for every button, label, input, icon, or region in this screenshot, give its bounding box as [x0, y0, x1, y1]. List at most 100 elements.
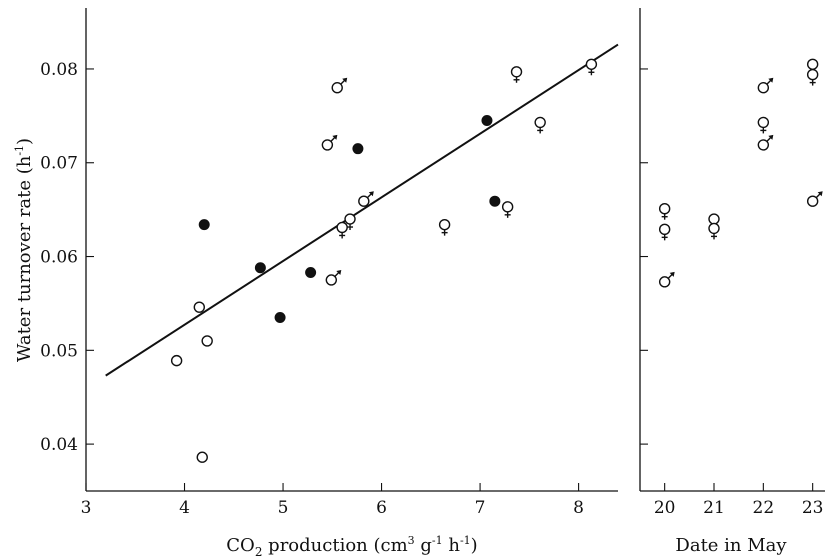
open-circle-marker [757, 82, 770, 94]
filled-circle-marker [198, 219, 210, 231]
data-point-female [757, 116, 770, 134]
data-point-filled [305, 266, 317, 278]
open-circle-marker [344, 213, 356, 225]
data-point-female [336, 221, 348, 239]
data-point-male [358, 191, 374, 207]
data-point-male [321, 134, 338, 151]
open-circle-marker [325, 274, 338, 286]
data-point-filled [198, 219, 210, 231]
open-circle-marker [170, 354, 183, 367]
data-point-open [201, 335, 213, 347]
left-x-tick-label: 5 [278, 498, 289, 518]
male-symbol-arrowhead [669, 271, 675, 277]
data-point-female [438, 218, 451, 236]
open-circle-marker [708, 213, 720, 225]
open-circle-marker [358, 195, 370, 207]
left-y-tick-label: 0.07 [40, 154, 78, 174]
right-x-axis-label: Date in May [675, 535, 787, 556]
data-point-filled [254, 262, 266, 274]
data-point-female [344, 213, 356, 231]
data-point-male [325, 269, 342, 286]
filled-circle-marker [481, 115, 493, 127]
data-point-female [501, 201, 514, 218]
right-panel: 20 21 22 23 [639, 8, 825, 518]
left-x-tick-label: 3 [81, 498, 92, 518]
open-circle-marker [510, 66, 523, 78]
open-circle-marker [658, 223, 671, 236]
open-circle-marker [321, 139, 334, 151]
data-point-female [658, 223, 671, 241]
data-point-female [510, 66, 523, 83]
left-y-tick-label: 0.04 [40, 435, 78, 455]
male-symbol-arrowhead [342, 77, 348, 83]
left-x-tick-label: 4 [179, 498, 190, 518]
open-circle-marker [806, 195, 819, 207]
left-y-tick-label: 0.05 [40, 341, 78, 361]
open-circle-marker [438, 218, 451, 231]
open-circle-marker [806, 68, 819, 81]
open-circle-marker [193, 301, 205, 313]
open-circle-marker [757, 116, 770, 129]
male-symbol-arrowhead [332, 134, 338, 140]
open-circle-marker [201, 335, 213, 347]
right-x-tick-label: 22 [753, 498, 775, 518]
left-x-axis-label: CO2 production (cm3 g-1 h-1) [226, 534, 477, 558]
data-point-open [193, 301, 205, 313]
left-panel: 3 4 5 6 7 8 0.04 0.05 0.06 0.07 0.08 [40, 8, 619, 518]
filled-circle-marker [254, 262, 266, 274]
open-circle-marker [658, 203, 671, 215]
data-point-male [331, 77, 348, 94]
fit-line-group [105, 43, 619, 377]
left-panel-x-ticks: 3 4 5 6 7 8 [81, 483, 584, 518]
open-circle-marker [585, 58, 598, 70]
right-panel-x-ticks: 20 21 22 23 [654, 483, 824, 518]
open-circle-marker [757, 139, 770, 151]
open-circle-marker [196, 451, 208, 463]
male-symbol-arrowhead [817, 191, 823, 197]
right-panel-y-ticks [640, 68, 648, 445]
left-y-tick-label: 0.08 [40, 60, 78, 80]
data-point-male [757, 77, 774, 94]
data-point-filled [274, 311, 286, 323]
male-symbol-arrowhead [768, 77, 774, 83]
left-x-tick-label: 8 [573, 498, 584, 518]
data-point-male [658, 271, 675, 288]
data-point-female [708, 222, 720, 240]
left-x-tick-label: 6 [376, 498, 387, 518]
filled-circle-marker [352, 143, 364, 155]
left-x-tick-label: 7 [475, 498, 486, 518]
data-point-female [658, 203, 671, 220]
open-circle-marker [658, 276, 671, 288]
right-panel-points [658, 58, 823, 288]
data-point-female [585, 58, 598, 76]
right-x-tick-label: 20 [654, 498, 676, 518]
male-symbol-arrowhead [336, 269, 342, 275]
male-symbol-arrowhead [368, 191, 374, 197]
left-panel-points [170, 58, 598, 463]
data-point-filled [352, 143, 364, 155]
regression-line [105, 43, 619, 377]
right-x-tick-label: 21 [703, 498, 725, 518]
open-circle-marker [336, 221, 348, 234]
data-point-open [170, 354, 183, 367]
data-point-female [806, 68, 819, 86]
male-symbol-arrowhead [768, 134, 774, 140]
filled-circle-marker [305, 266, 317, 278]
open-circle-marker [501, 201, 514, 213]
y-axis-label: Water turnover rate (h-1) [13, 138, 35, 362]
left-panel-y-ticks: 0.04 0.05 0.06 0.07 0.08 [40, 60, 94, 455]
open-circle-marker [331, 82, 343, 94]
data-point-filled [481, 115, 493, 127]
filled-circle-marker [489, 195, 501, 207]
data-point-open [196, 451, 208, 463]
left-y-tick-label: 0.06 [40, 248, 78, 268]
data-point-male [757, 134, 774, 151]
filled-circle-marker [274, 311, 286, 323]
data-point-male [806, 191, 823, 207]
right-x-tick-label: 23 [802, 498, 824, 518]
open-circle-marker [534, 116, 546, 129]
data-point-filled [489, 195, 501, 207]
open-circle-marker [708, 222, 720, 235]
open-circle-marker [806, 58, 819, 70]
